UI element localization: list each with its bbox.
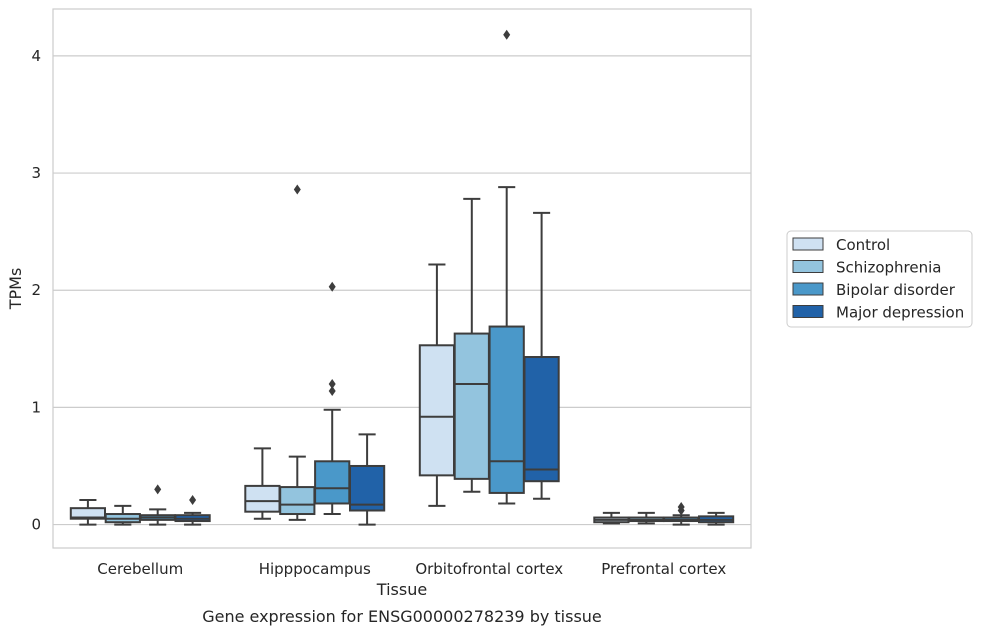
- box-3-2: [663, 501, 700, 526]
- box-iqr: [418, 344, 456, 477]
- x-tick-labels: Cerebellum Hipppocampus Orbitofrontal cort…: [97, 560, 726, 578]
- legend: Control Schizophrenia Bipolar disorder Majo…: [786, 230, 973, 328]
- box-iqr: [523, 356, 560, 483]
- box-2-0: [418, 263, 456, 507]
- box-iqr: [279, 486, 316, 516]
- grid-lines: [53, 55, 751, 526]
- legend-swatch: [792, 282, 824, 296]
- box-2-2: [488, 29, 525, 505]
- legend-label: Major depression: [836, 304, 964, 322]
- outlier-point: [503, 29, 511, 40]
- legend-swatch: [792, 260, 824, 273]
- legend-frame: [786, 230, 973, 328]
- box-0-3: [174, 494, 211, 526]
- outlier-point: [677, 501, 685, 512]
- box-0-1: [104, 504, 141, 526]
- legend-label: Schizophrenia: [836, 259, 941, 277]
- outlier-point: [328, 385, 336, 396]
- box-0-0: [69, 498, 107, 526]
- y-tick-label: 1: [31, 398, 41, 416]
- y-tick-label: 0: [31, 516, 41, 534]
- y-tick-label: 3: [31, 164, 41, 182]
- y-tick-labels: 0 1 2 3 4: [31, 47, 41, 534]
- box-1-2: [314, 281, 351, 516]
- legend-swatch: [792, 305, 824, 318]
- outlier-point: [293, 184, 301, 195]
- box-1-1: [279, 184, 316, 521]
- outlier-point: [328, 281, 336, 292]
- y-tick-label: 2: [31, 281, 41, 299]
- outlier-point: [154, 484, 162, 495]
- box-iqr: [488, 325, 525, 494]
- box-iqr: [244, 484, 281, 513]
- box-3-0: [593, 511, 630, 525]
- box-groups: [69, 29, 735, 526]
- chart-caption: Gene expression for ENSG00000278239 by t…: [202, 607, 602, 626]
- plot-area-frame: [52, 8, 752, 549]
- x-tick-label: Hipppocampus: [259, 560, 371, 578]
- box-0-2: [139, 484, 176, 526]
- x-tick-label: Cerebellum: [97, 560, 183, 578]
- y-axis-title: TPMs: [6, 268, 25, 311]
- box-3-3: [697, 511, 735, 526]
- legend-label: Control: [836, 236, 890, 254]
- outlier-point: [328, 378, 336, 389]
- box-3-1: [628, 511, 665, 525]
- box-2-1: [453, 197, 490, 493]
- box-iqr: [348, 464, 386, 512]
- x-tick-label: Prefrontal cortex: [601, 560, 726, 578]
- y-tick-label: 4: [31, 47, 41, 65]
- outlier-point: [189, 494, 197, 505]
- x-tick-label: Orbitofrontal cortex: [415, 560, 563, 578]
- legend-label: Bipolar disorder: [836, 281, 956, 299]
- box-iqr: [314, 460, 351, 505]
- box-iqr: [453, 332, 490, 480]
- legend-swatch: [792, 237, 824, 251]
- box-1-0: [244, 447, 281, 520]
- box-1-3: [348, 433, 386, 526]
- x-axis-title: Tissue: [376, 580, 427, 599]
- box-2-3: [523, 211, 560, 500]
- legend-items: Control Schizophrenia Bipolar disorder Majo…: [792, 236, 964, 322]
